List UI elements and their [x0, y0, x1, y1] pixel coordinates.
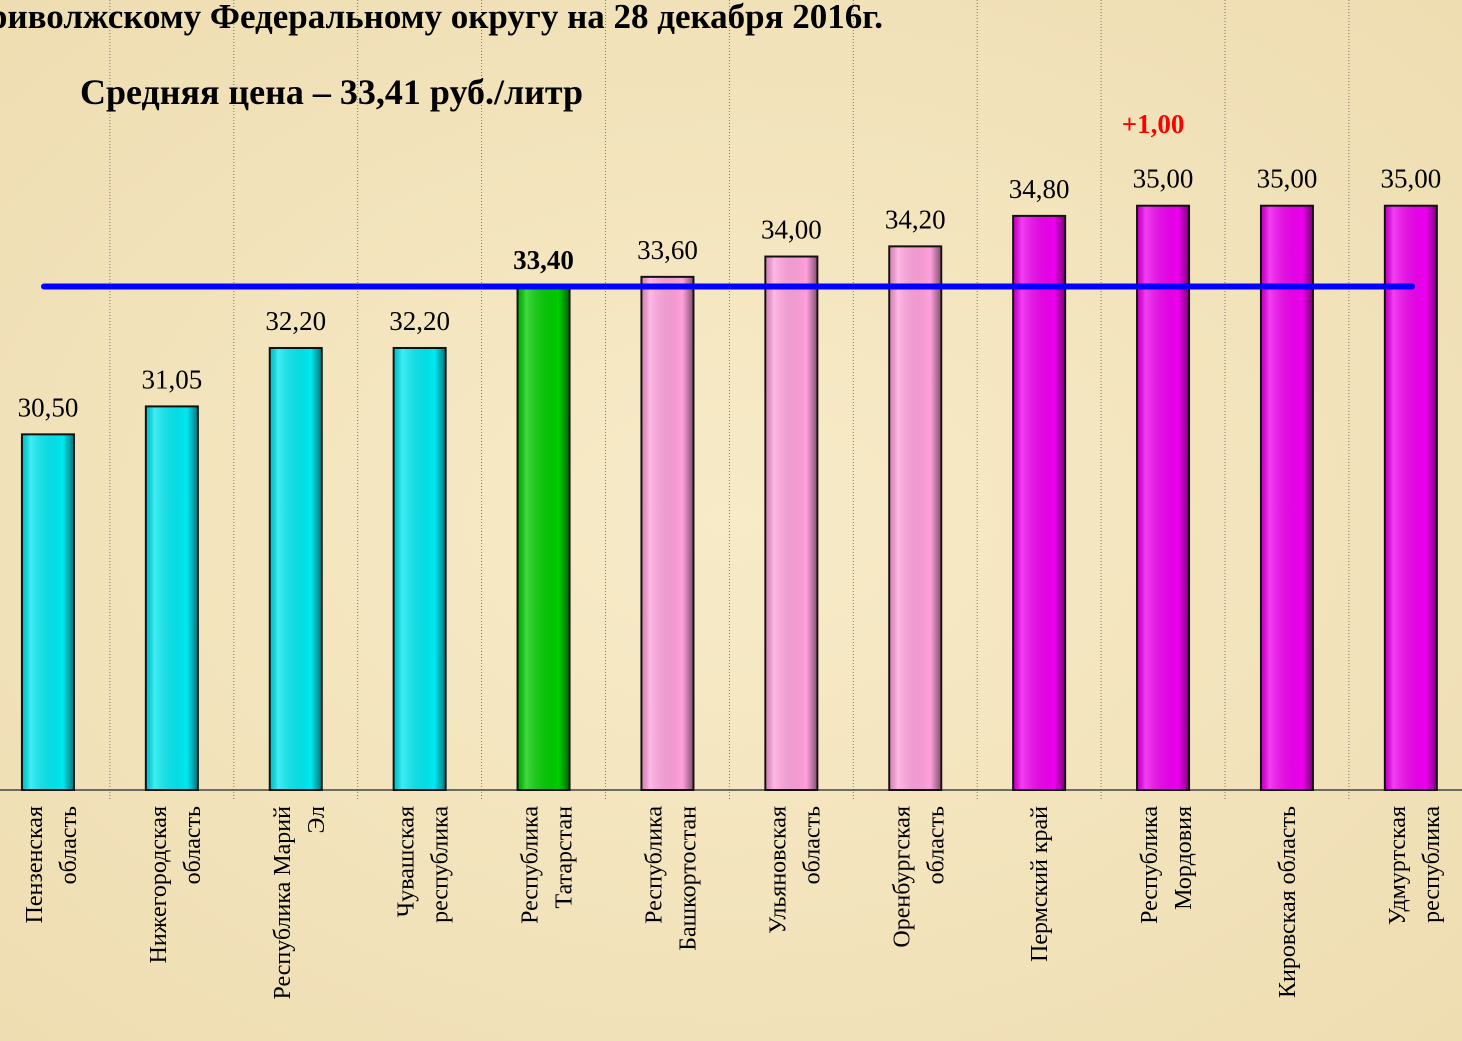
bar-group	[1136, 204, 1191, 791]
x-tick-label: Удмуртская республика	[1385, 806, 1445, 925]
x-tick-label: Оренбургская область	[889, 806, 949, 948]
bar-group	[764, 255, 819, 791]
bar-shade	[518, 288, 569, 789]
bar-shade	[146, 407, 197, 789]
data-label: 35,00	[1257, 164, 1318, 194]
x-tick-label: Республика Башкортостан	[641, 806, 701, 951]
bar-shade	[1138, 206, 1189, 789]
data-label: 32,20	[389, 306, 450, 336]
chart-title: риволжскому Федеральному округу на 28 де…	[0, 0, 883, 36]
x-tick-label: Республика Мордовия	[1137, 806, 1197, 924]
bar-shade	[642, 277, 693, 789]
data-label: 35,00	[1380, 164, 1441, 194]
bar-shade	[270, 348, 321, 789]
x-tick-label: Республика Татарстан	[518, 806, 578, 924]
bar-group	[640, 275, 695, 791]
bar-shade	[1385, 206, 1436, 789]
x-tick-label: Республика Марий Эл	[270, 806, 330, 1000]
x-tick-label: Кировская область	[1275, 806, 1301, 998]
data-label: 31,05	[141, 364, 202, 394]
data-label: 34,80	[1009, 174, 1070, 204]
bar-shade	[394, 348, 445, 789]
bar-group	[392, 346, 447, 791]
bar-group	[20, 433, 75, 791]
separators	[0, 0, 1462, 800]
annotation: +1,00	[1122, 109, 1185, 139]
x-tick-label: Чувашская республика	[394, 806, 454, 923]
x-tick-label: Нижегородская область	[146, 806, 206, 964]
bar-group	[1259, 204, 1314, 791]
x-tick-label: Пензенская область	[22, 806, 82, 924]
x-tick-label: Ульяновская область	[765, 806, 825, 934]
data-label: 35,00	[1133, 164, 1194, 194]
data-label: 30,50	[18, 392, 79, 422]
data-label: 33,60	[637, 235, 698, 265]
bar-group	[888, 245, 943, 791]
bar-shade	[890, 247, 941, 789]
data-label: 34,00	[761, 215, 822, 245]
plot: 30,50 Пензенская область 31,05 Нижегородская…	[18, 109, 1445, 1000]
x-tick-label: Пермский край	[1027, 806, 1053, 962]
bar-group	[144, 405, 199, 791]
bar-group	[268, 346, 323, 791]
bar-shade	[1261, 206, 1312, 789]
data-label: 33,40	[513, 245, 574, 275]
bar-group	[1012, 214, 1067, 792]
data-label: 32,20	[265, 306, 326, 336]
bar-group	[516, 286, 571, 791]
data-label: 34,20	[885, 204, 946, 234]
chart-subtitle: Средняя цена – 33,41 руб./литр	[80, 72, 583, 112]
bar-shade	[766, 257, 817, 790]
bar-shade	[22, 435, 73, 789]
bar-shade	[1014, 216, 1065, 790]
bar-group	[1383, 204, 1438, 791]
